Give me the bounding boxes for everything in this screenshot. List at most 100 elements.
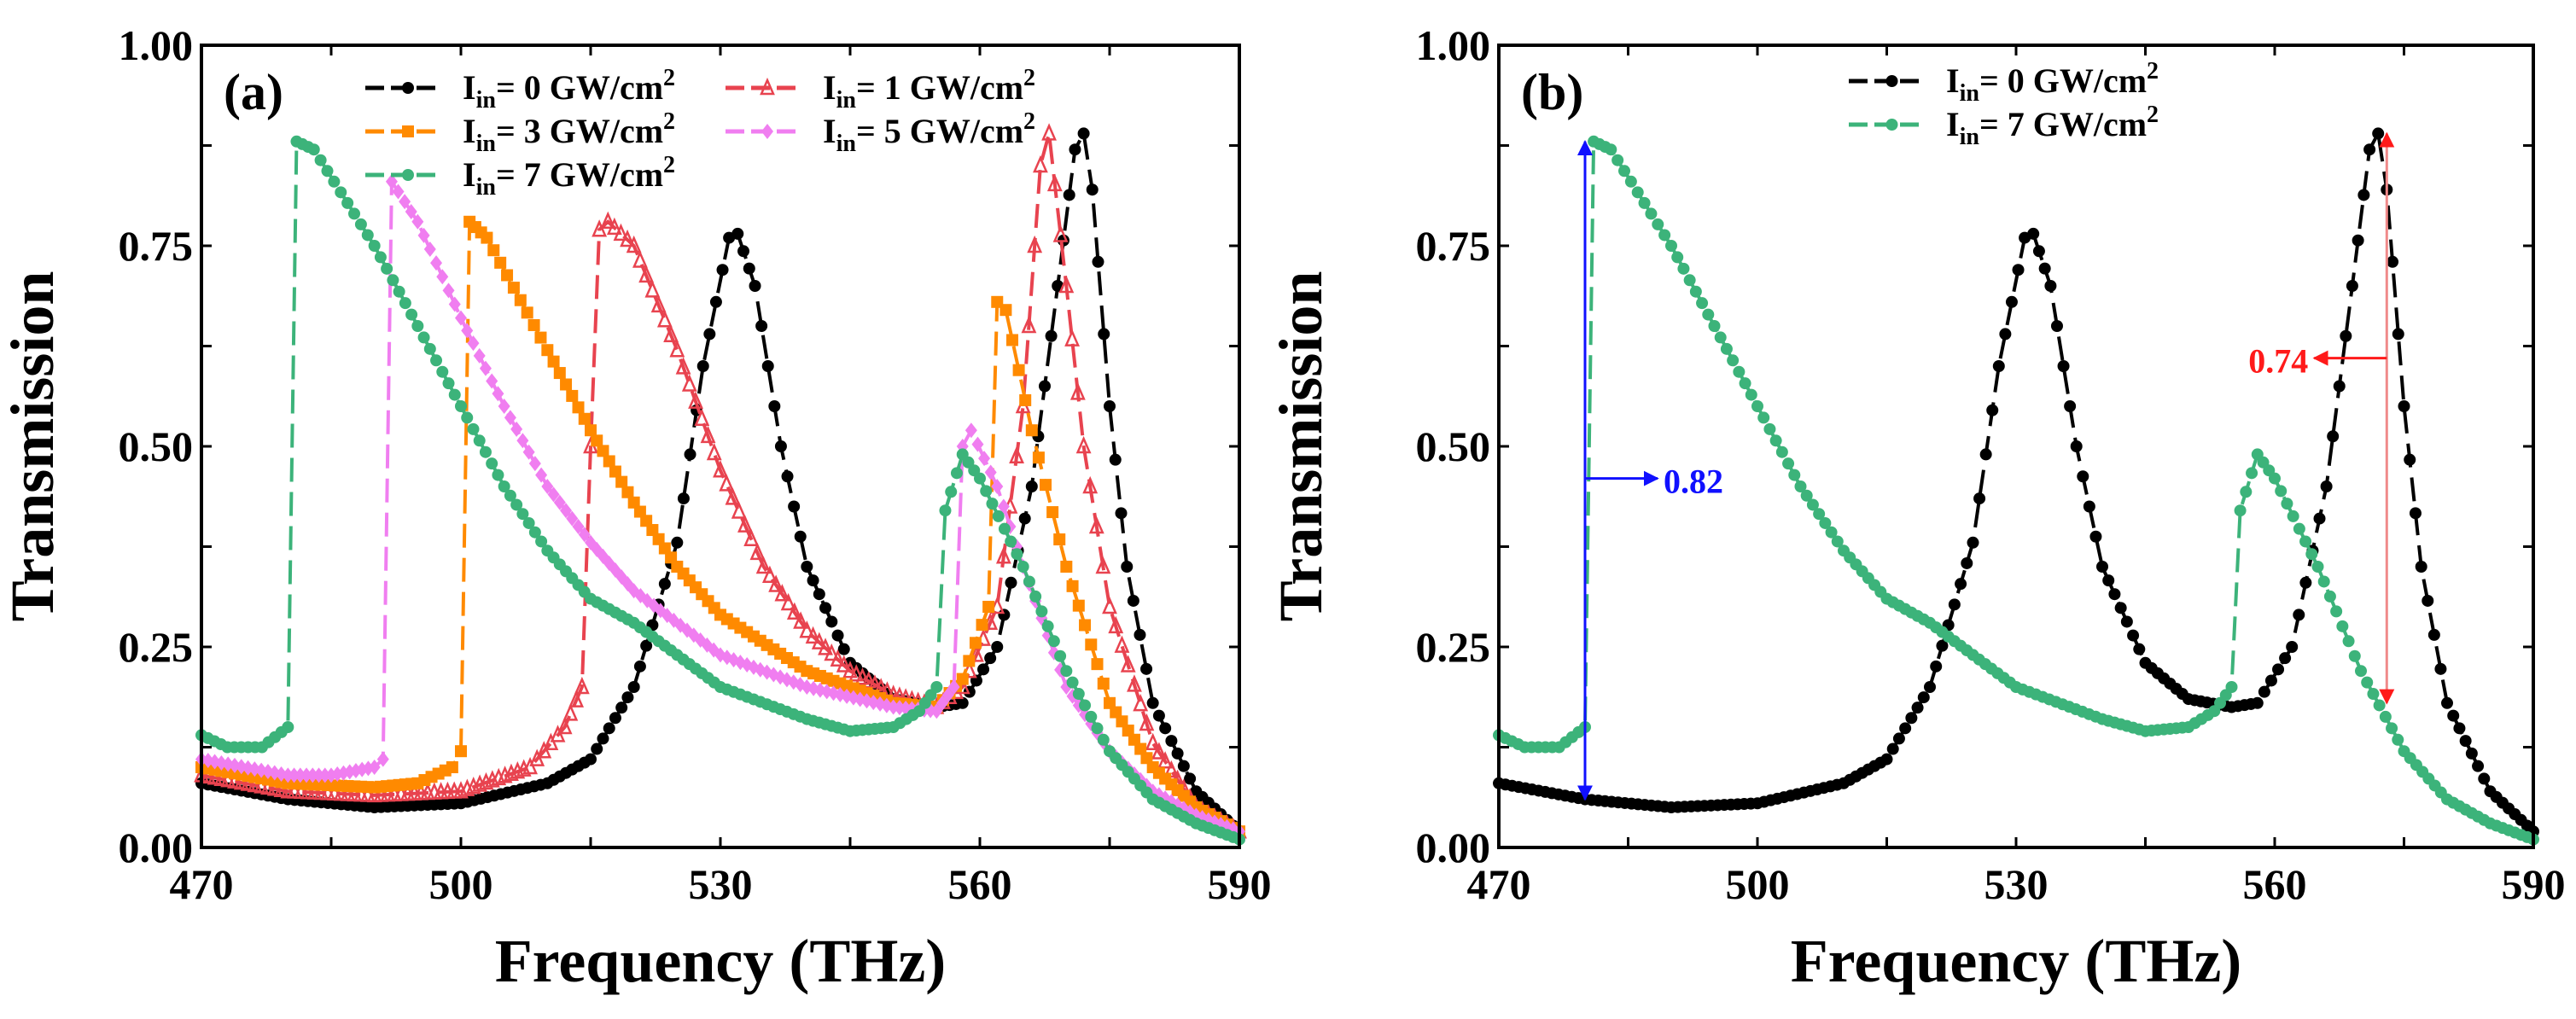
data-point — [1082, 475, 1099, 494]
data-point — [1102, 596, 1117, 614]
data-point — [677, 492, 690, 505]
data-point — [1046, 173, 1063, 192]
data-point — [436, 269, 449, 285]
data-point — [1063, 189, 1075, 201]
y-tick-label: 0.75 — [119, 222, 194, 270]
data-point — [1053, 533, 1066, 546]
data-point — [613, 223, 629, 242]
annotation: 0.74 — [2248, 131, 2395, 705]
data-point — [1046, 506, 1059, 519]
data-point — [2089, 530, 2102, 543]
data-point — [417, 227, 430, 243]
data-point — [2441, 696, 2453, 709]
data-point — [2323, 590, 2336, 603]
data-point — [1145, 732, 1161, 751]
data-point — [1702, 308, 1715, 321]
data-point — [2272, 663, 2285, 676]
y-tick-label: 0.25 — [119, 623, 194, 671]
data-point — [837, 643, 850, 655]
data-point — [706, 442, 722, 461]
series-line — [201, 128, 1241, 833]
legend-main: I — [463, 68, 476, 107]
data-point — [1892, 732, 1905, 745]
data-point — [941, 687, 954, 703]
data-point — [1041, 620, 1054, 632]
data-point — [597, 732, 609, 745]
data-point — [2478, 772, 2491, 785]
data-point — [387, 274, 399, 287]
series-line — [201, 218, 1240, 833]
data-point — [1079, 619, 1092, 632]
data-point — [2269, 472, 2281, 485]
data-point — [694, 408, 710, 427]
legend-main: I — [463, 112, 476, 150]
data-point — [1134, 742, 1147, 755]
data-point — [1116, 715, 1128, 728]
data-point — [368, 240, 381, 252]
data-point — [2281, 498, 2293, 510]
data-point — [2317, 575, 2330, 588]
data-point — [1066, 676, 1079, 689]
data-point — [527, 318, 540, 331]
data-point — [578, 527, 591, 543]
data-point — [801, 561, 813, 573]
data-point — [1720, 342, 1733, 355]
data-point — [2077, 470, 2089, 483]
data-point — [411, 320, 424, 332]
data-point — [1831, 535, 1844, 548]
data-point — [1159, 722, 1172, 735]
data-point — [492, 386, 504, 402]
data-point — [956, 696, 969, 709]
data-point — [307, 143, 320, 156]
data-point — [528, 526, 541, 539]
legend-main: I — [1946, 61, 1960, 100]
chart-panel-b: 470 500 530 560 590 0.00 0.25 0.50 0.75 1.00 Frequ… — [1267, 21, 2566, 995]
data-point — [824, 643, 840, 661]
data-point — [700, 425, 716, 444]
data-point — [282, 767, 294, 783]
data-point — [1806, 498, 1819, 511]
data-point — [1077, 127, 1090, 140]
x-tick-label: 530 — [689, 860, 753, 908]
panel-label: (b) — [1521, 64, 1583, 120]
data-point — [640, 515, 653, 527]
data-point — [1689, 285, 1702, 298]
data-point — [1075, 435, 1092, 454]
data-point — [562, 703, 579, 721]
data-point — [535, 535, 548, 548]
data-point — [2225, 681, 2238, 693]
series-1gw — [194, 123, 1247, 839]
legend-item: Iin= 0 GW/cm2 — [1849, 58, 2159, 107]
data-point — [675, 357, 691, 375]
legend-marker — [761, 124, 773, 139]
data-point — [498, 480, 510, 492]
data-point — [1109, 453, 1122, 466]
data-point — [479, 360, 492, 376]
data-point — [982, 601, 995, 613]
data-point — [578, 412, 591, 425]
data-point — [306, 767, 319, 783]
data-point — [1157, 751, 1174, 769]
data-point — [1140, 752, 1153, 765]
data-point — [2293, 522, 2305, 535]
data-point — [965, 422, 977, 439]
data-point — [1127, 674, 1142, 692]
data-point — [780, 592, 796, 611]
legend-mid: = 1 GW/cm — [856, 68, 1023, 107]
data-point — [585, 424, 597, 437]
legend-main: I — [1946, 105, 1960, 143]
data-point — [1097, 733, 1110, 746]
data-point — [1775, 445, 1788, 458]
data-point — [1800, 489, 1813, 502]
data-point — [1948, 598, 1961, 611]
data-point — [1066, 579, 1079, 592]
data-point — [615, 702, 628, 714]
data-point — [1631, 186, 1644, 199]
x-tick-label: 560 — [2243, 860, 2307, 908]
data-point — [831, 629, 844, 642]
legend-marker — [402, 169, 414, 181]
data-point — [430, 255, 443, 271]
data-point — [2434, 662, 2447, 675]
data-point — [696, 360, 709, 372]
data-point — [461, 411, 474, 424]
